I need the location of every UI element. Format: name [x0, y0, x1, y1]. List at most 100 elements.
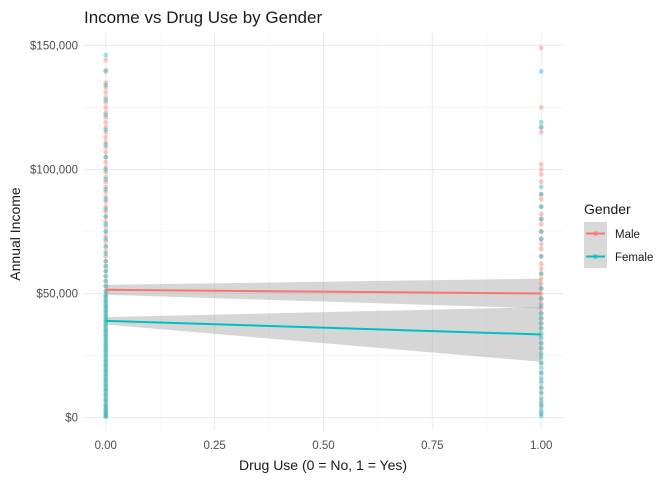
- data-point-male: [103, 224, 109, 229]
- x-axis-title: Drug Use (0 = No, 1 = Yes): [239, 457, 407, 473]
- data-point-female: [103, 410, 109, 416]
- data-point-female: [103, 406, 109, 412]
- data-point-female: [103, 52, 109, 58]
- data-point-male: [538, 266, 544, 272]
- data-point-male: [103, 194, 109, 200]
- data-point-female: [103, 236, 109, 242]
- data-point-female: [103, 292, 109, 298]
- data-point-male: [538, 253, 544, 259]
- data-point-female: [538, 385, 544, 391]
- data-point-male: [103, 243, 109, 249]
- data-point-female: [103, 349, 109, 355]
- data-point-female: [103, 243, 109, 249]
- data-point-female: [538, 355, 544, 361]
- legend-label-male: Male: [615, 229, 640, 241]
- data-point-male: [538, 105, 544, 110]
- data-point-male: [538, 390, 544, 396]
- data-point-male: [538, 296, 544, 301]
- data-point-female: [538, 191, 544, 197]
- data-point-male: [538, 261, 544, 267]
- data-point-female: [538, 236, 544, 242]
- data-point-female: [103, 273, 109, 279]
- data-point-male: [538, 315, 544, 321]
- data-point-male: [538, 129, 544, 135]
- data-point-female: [538, 413, 544, 419]
- data-point-male: [103, 214, 109, 220]
- data-point-female: [103, 112, 109, 118]
- data-point-male: [103, 169, 109, 175]
- data-point-male: [103, 283, 109, 289]
- data-point-female: [538, 296, 544, 301]
- data-point-female: [538, 345, 544, 351]
- data-point-male: [103, 95, 109, 100]
- confidence-bands: [105, 278, 542, 362]
- data-point-female: [103, 371, 109, 377]
- data-point-female: [103, 379, 109, 385]
- data-point-male: [103, 139, 109, 145]
- data-point-female: [103, 206, 109, 212]
- data-point-female: [538, 229, 544, 234]
- legend-label-female: Female: [615, 252, 653, 264]
- data-point-male: [103, 258, 109, 264]
- data-point-male: [538, 246, 544, 252]
- y-axis-title: Annual Income: [7, 187, 23, 281]
- data-point-female: [103, 299, 109, 305]
- data-point-female: [103, 337, 109, 342]
- data-point-female: [103, 412, 109, 418]
- data-point-female: [538, 320, 544, 326]
- data-point-male: [103, 348, 109, 353]
- data-point-female: [103, 309, 109, 315]
- data-point-male: [103, 80, 109, 86]
- data-point-male: [103, 154, 109, 160]
- data-point-male: [103, 387, 109, 393]
- data-point-male: [103, 263, 109, 269]
- data-point-female: [103, 404, 109, 409]
- data-points: [103, 45, 544, 420]
- data-point-female: [103, 408, 109, 414]
- data-point-male: [103, 90, 109, 95]
- data-point-female: [103, 381, 109, 387]
- data-point-female: [103, 332, 109, 337]
- data-point-male: [538, 229, 544, 234]
- data-point-male: [103, 368, 109, 373]
- x-tick-label: 0.25: [203, 440, 225, 452]
- data-point-male: [538, 340, 544, 346]
- data-point-male: [538, 276, 544, 282]
- data-point-female: [103, 97, 109, 103]
- data-point-female: [103, 263, 109, 269]
- data-point-male: [103, 105, 109, 110]
- data-point-female: [103, 304, 109, 310]
- data-point-male: [103, 268, 109, 274]
- data-point-female: [103, 364, 109, 370]
- data-point-female: [538, 303, 544, 309]
- data-point-female: [103, 389, 109, 394]
- data-point-male: [103, 377, 109, 383]
- data-point-male: [103, 124, 109, 130]
- data-point-male: [538, 196, 544, 202]
- data-point-male: [103, 248, 109, 254]
- x-tick-label: 0.00: [95, 440, 117, 452]
- data-point-male: [103, 373, 109, 378]
- data-point-female: [103, 391, 109, 397]
- data-point-male: [538, 281, 544, 287]
- data-point-female: [103, 356, 109, 362]
- data-point-male: [103, 303, 109, 309]
- data-point-male: [103, 219, 109, 224]
- data-point-male: [538, 271, 544, 277]
- data-point-male: [538, 204, 544, 210]
- x-tick-labels: 0.00 0.25 0.50 0.75 1.00: [95, 440, 553, 452]
- data-point-male: [103, 57, 109, 63]
- data-point-male: [538, 45, 544, 51]
- data-point-female: [103, 346, 109, 352]
- data-point-female: [538, 69, 544, 74]
- data-point-male: [538, 167, 544, 172]
- data-point-female: [103, 214, 109, 220]
- data-point-male: [103, 338, 109, 344]
- legend-key-point-female: [593, 254, 598, 259]
- data-point-male: [103, 174, 109, 180]
- data-point-male: [538, 221, 544, 227]
- data-point-female: [103, 354, 109, 360]
- data-point-female: [538, 411, 544, 417]
- data-point-male: [538, 353, 544, 358]
- confidence-band-female: [105, 307, 542, 362]
